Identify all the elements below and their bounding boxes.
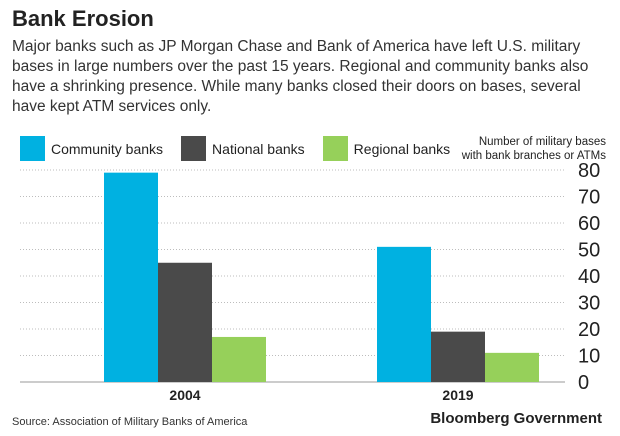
bar-national-2019 [431,331,485,382]
legend-swatch-national [181,136,207,161]
y-axis-note-line2: with bank branches or ATMs [461,150,606,162]
y-tick-label: 30 [578,293,600,315]
legend-label-national: National banks [212,140,305,157]
bar-community-2019 [377,246,431,382]
y-axis-note-line1: Number of military bases [478,136,606,148]
y-tick-label: 60 [578,213,600,235]
source-note: Source: Association of Military Banks of… [12,416,248,428]
bar-regional-2004 [212,336,266,382]
legend-swatch-community [20,136,45,161]
y-tick-label: 20 [578,319,600,341]
y-tick-label: 50 [578,240,600,262]
y-tick-label: 80 [578,160,600,182]
brand-logo-text: Bloomberg Government [430,410,602,427]
legend-label-community: Community banks [51,140,164,157]
legend-item-regional: Regional banks [322,136,451,161]
legend-label-regional: Regional banks [353,140,451,157]
bar-national-2004 [158,262,212,382]
legend-item-community: Community banks [20,136,163,161]
bar-regional-2019 [485,352,539,382]
x-tick-label: 2004 [169,387,200,403]
y-tick-label: 0 [578,372,589,394]
chart-title: Bank Erosion [12,6,154,31]
x-tick-label: 2019 [442,387,473,403]
y-tick-label: 40 [578,266,600,288]
legend: Community banks National banks Regional … [20,136,468,161]
chart-subtitle: Major banks such as JP Morgan Chase and … [12,38,589,115]
legend-item-national: National banks [181,136,305,161]
y-axis-note: Number of military bases with bank branc… [406,135,606,163]
legend-swatch-regional [322,136,348,161]
bar-community-2004 [104,172,158,382]
y-tick-label: 10 [578,346,600,368]
y-tick-label: 70 [578,187,600,209]
